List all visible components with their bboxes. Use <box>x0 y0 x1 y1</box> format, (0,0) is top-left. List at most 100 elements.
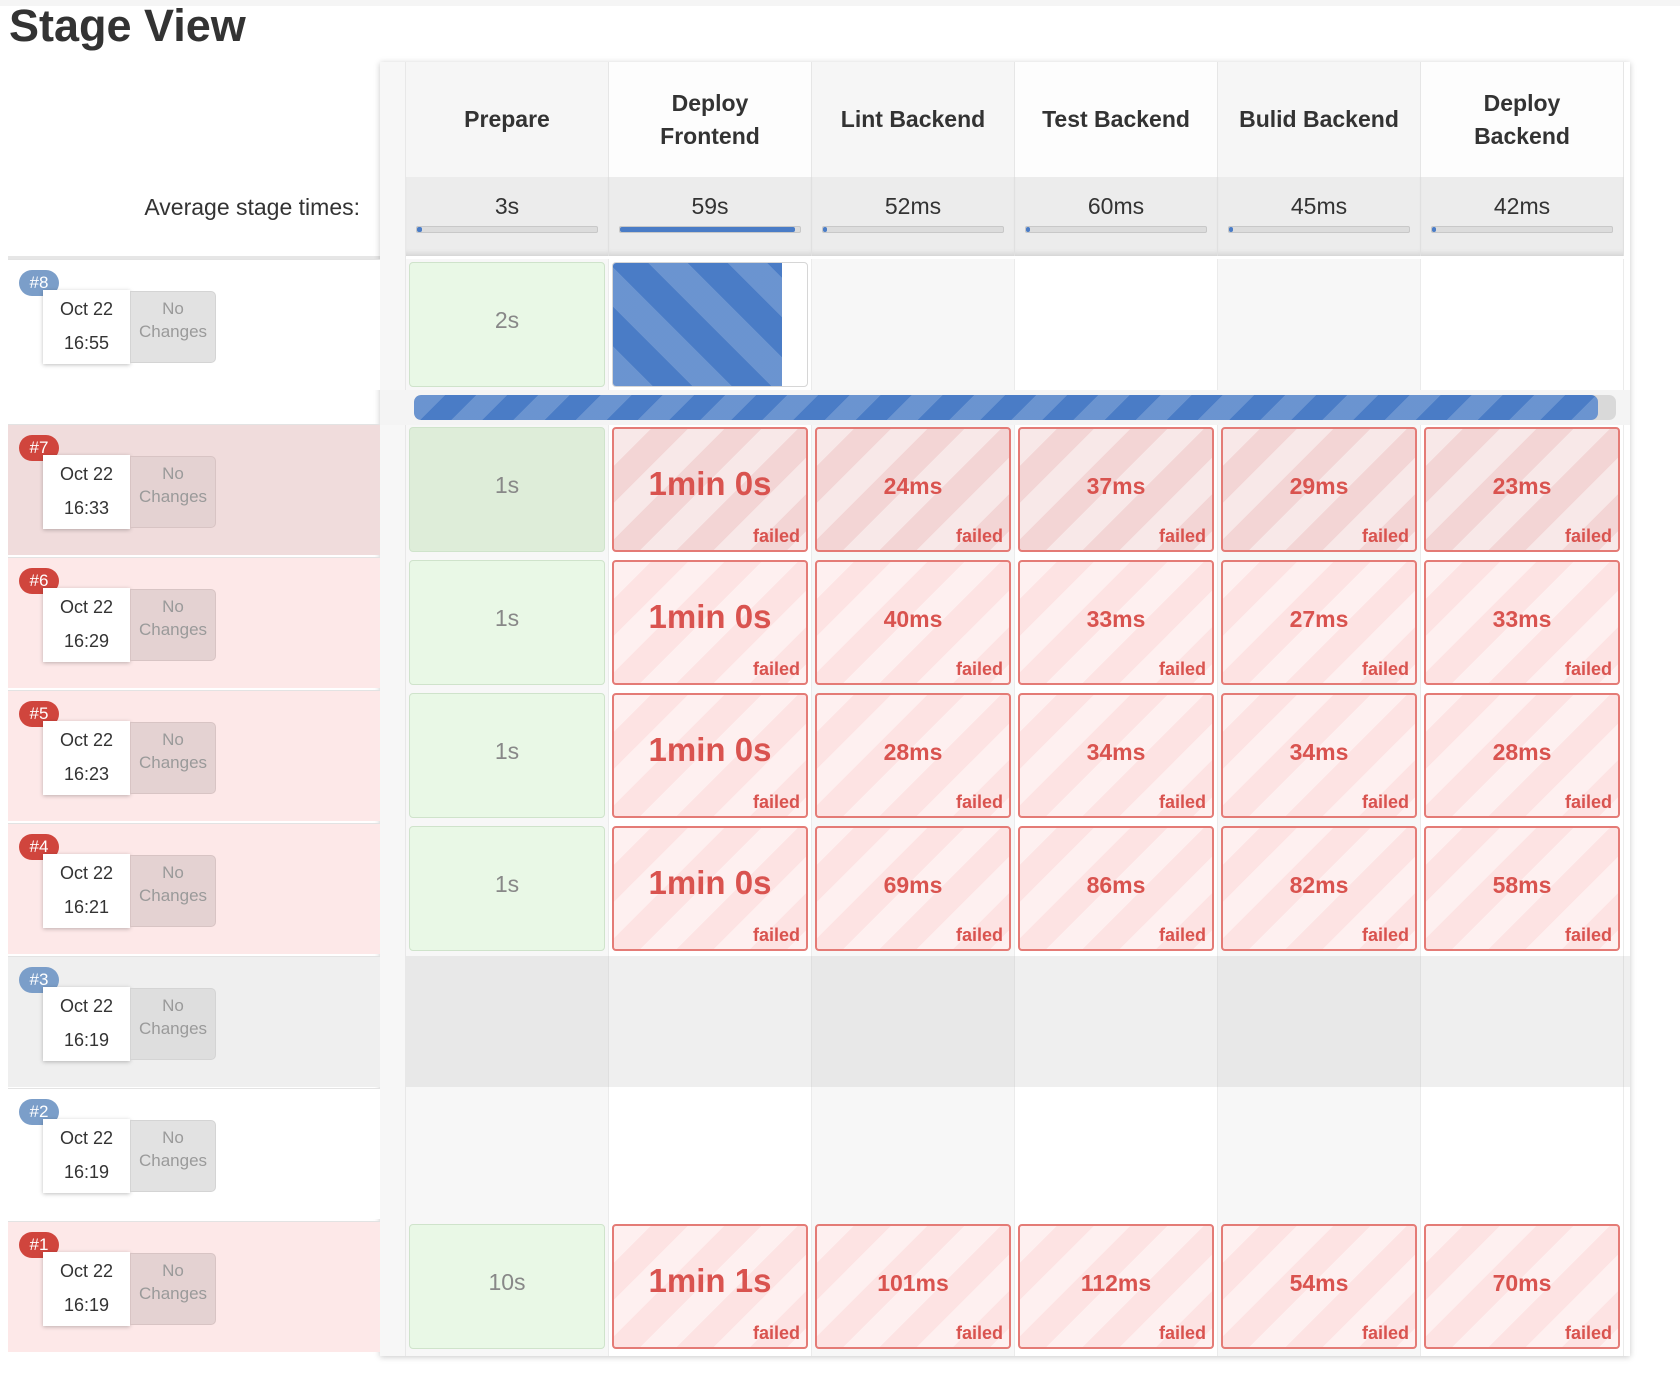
build-row[interactable]: #3 Oct 22 16:19 No Changes <box>8 956 380 1087</box>
aborted-row-background <box>406 956 1630 1087</box>
stage-cell-failed[interactable]: 27ms failed <box>1221 560 1417 685</box>
stage-duration: 1min 0s <box>648 598 772 635</box>
stage-cell-failed[interactable]: 101ms failed <box>815 1224 1011 1349</box>
stage-cell-failed[interactable]: 82ms failed <box>1221 826 1417 951</box>
failed-label: failed <box>1158 925 1206 945</box>
no-changes-box[interactable]: No Changes <box>130 722 216 794</box>
build-date: Oct 22 <box>59 1261 114 1281</box>
changes-label: Changes <box>138 886 208 905</box>
average-time: 45ms <box>1290 193 1348 219</box>
stage-cell-failed[interactable]: 1min 0s failed <box>612 826 808 951</box>
failed-label: failed <box>1361 526 1409 546</box>
failed-label: failed <box>1564 526 1612 546</box>
failed-label: failed <box>955 925 1003 945</box>
build-row[interactable]: #7 Oct 22 16:33 No Changes <box>8 424 380 555</box>
failed-label: failed <box>955 526 1003 546</box>
stage-duration: 1s <box>494 871 520 897</box>
average-time-cell: 59s <box>609 177 812 256</box>
stage-cell-failed[interactable]: 1min 0s failed <box>612 693 808 818</box>
failed-label: failed <box>1158 792 1206 812</box>
stage-header[interactable]: Bulid Backend <box>1218 62 1421 177</box>
stage-cell-failed[interactable]: 33ms failed <box>1018 560 1214 685</box>
build-time: 16:33 <box>63 498 110 518</box>
no-changes-box[interactable]: No Changes <box>130 589 216 661</box>
build-time: 16:23 <box>63 764 110 784</box>
build-date: Oct 22 <box>59 996 114 1016</box>
build-date: Oct 22 <box>59 730 114 750</box>
failed-label: failed <box>1361 659 1409 679</box>
stage-cell-failed[interactable]: 86ms failed <box>1018 826 1214 951</box>
stage-cell-success[interactable]: 2s <box>409 262 605 387</box>
build-row[interactable]: #4 Oct 22 16:21 No Changes <box>8 823 380 954</box>
stage-cell-failed[interactable]: 29ms failed <box>1221 427 1417 552</box>
stage-cell-failed[interactable]: 28ms failed <box>815 693 1011 818</box>
stage-cell-failed[interactable]: 37ms failed <box>1018 427 1214 552</box>
stage-header[interactable]: Prepare <box>406 62 609 177</box>
stage-cell-failed[interactable]: 1min 0s failed <box>612 427 808 552</box>
build-row[interactable]: #6 Oct 22 16:29 No Changes <box>8 557 380 688</box>
stage-duration: 23ms <box>1492 473 1552 499</box>
stage-header[interactable]: Lint Backend <box>812 62 1015 177</box>
changes-label: Changes <box>138 487 208 506</box>
build-row[interactable]: #2 Oct 22 16:19 No Changes <box>8 1088 380 1219</box>
stage-duration: 37ms <box>1086 473 1146 499</box>
stage-cell-failed[interactable]: 54ms failed <box>1221 1224 1417 1349</box>
no-changes-box[interactable]: No Changes <box>130 855 216 927</box>
build-time: 16:19 <box>63 1030 110 1050</box>
no-changes-box[interactable]: No Changes <box>130 291 216 363</box>
failed-label: failed <box>752 925 800 945</box>
stage-cell-failed[interactable]: 58ms failed <box>1424 826 1620 951</box>
stage-cell-failed[interactable]: 1min 0s failed <box>612 560 808 685</box>
stage-duration: 1min 0s <box>648 465 772 502</box>
changes-label: No <box>162 1261 184 1280</box>
no-changes-box[interactable]: No Changes <box>130 1120 216 1192</box>
stage-duration: 10s <box>488 1269 526 1295</box>
stage-cell-failed[interactable]: 70ms failed <box>1424 1224 1620 1349</box>
no-changes-box[interactable]: No Changes <box>130 456 216 528</box>
failed-label: failed <box>752 1323 800 1343</box>
stage-cell-failed[interactable]: 28ms failed <box>1424 693 1620 818</box>
stage-cell-failed[interactable]: 34ms failed <box>1018 693 1214 818</box>
stage-cell-failed[interactable]: 69ms failed <box>815 826 1011 951</box>
stage-cell-success[interactable]: 1s <box>409 693 605 818</box>
stage-cell-success[interactable]: 1s <box>409 560 605 685</box>
build-row[interactable]: #1 Oct 22 16:19 No Changes <box>8 1221 380 1352</box>
build-date-card: Oct 22 16:23 <box>43 721 130 795</box>
stage-cell-failed[interactable]: 40ms failed <box>815 560 1011 685</box>
build-row[interactable]: #5 Oct 22 16:23 No Changes <box>8 690 380 821</box>
stage-cell-failed[interactable]: 24ms failed <box>815 427 1011 552</box>
stage-duration: 28ms <box>883 739 943 765</box>
stage-cell-in-progress[interactable] <box>612 262 808 387</box>
stage-cell-failed[interactable]: 33ms failed <box>1424 560 1620 685</box>
stage-duration: 40ms <box>883 606 943 632</box>
build-time: 16:19 <box>63 1295 110 1315</box>
build-date: Oct 22 <box>59 1128 114 1148</box>
average-time-bar <box>1431 226 1613 233</box>
stage-cell-failed[interactable]: 112ms failed <box>1018 1224 1214 1349</box>
stage-cell-success[interactable]: 10s <box>409 1224 605 1349</box>
stage-duration: 29ms <box>1289 473 1349 499</box>
stage-duration: 69ms <box>883 872 943 898</box>
stage-header[interactable]: Deploy Frontend <box>609 62 812 177</box>
build-date-card: Oct 22 16:21 <box>43 854 130 928</box>
stage-cell-failed[interactable]: 23ms failed <box>1424 427 1620 552</box>
stage-duration: 28ms <box>1492 739 1552 765</box>
no-changes-box[interactable]: No Changes <box>130 1253 216 1325</box>
stage-cell-success[interactable]: 1s <box>409 826 605 951</box>
stage-cell-success[interactable]: 1s <box>409 427 605 552</box>
failed-label: failed <box>955 792 1003 812</box>
build-number-badge[interactable]: #1 <box>19 1232 59 1258</box>
build-row[interactable]: #8 Oct 22 16:55 No Changes <box>8 259 380 390</box>
average-time: 3s <box>494 193 520 219</box>
stage-cell-failed[interactable]: 1min 1s failed <box>612 1224 808 1349</box>
build-number-badge[interactable]: #7 <box>19 435 59 461</box>
average-time-bar-fill <box>417 227 423 232</box>
failed-label: failed <box>1361 1323 1409 1343</box>
average-time: 52ms <box>884 193 942 219</box>
stage-header[interactable]: Test Backend <box>1015 62 1218 177</box>
stage-header[interactable]: Deploy Backend <box>1421 62 1624 177</box>
no-changes-box[interactable]: No Changes <box>130 988 216 1060</box>
stage-cell-failed[interactable]: 34ms failed <box>1221 693 1417 818</box>
stage-duration: 70ms <box>1492 1270 1552 1296</box>
changes-label: No <box>162 730 184 749</box>
